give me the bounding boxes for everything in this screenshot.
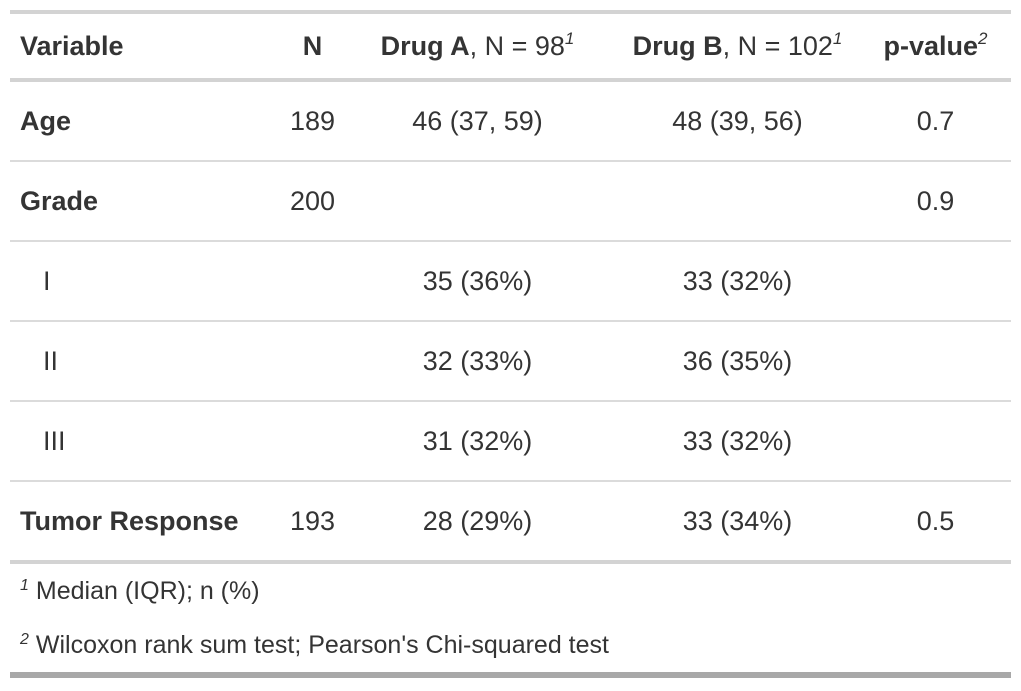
footnote-marker: 1 — [20, 577, 29, 594]
cell-drug-a: 28 (29%) — [422, 506, 533, 536]
cell-drug-a: 31 (32%) — [422, 426, 533, 456]
footnote-text: Wilcoxon rank sum test; Pearson's Chi-sq… — [35, 631, 609, 659]
cell-n — [285, 241, 340, 321]
cell-n: 189 — [289, 106, 336, 136]
row-label: Grade — [20, 186, 99, 216]
header-label: Variable — [20, 31, 124, 61]
table-row-grade-2: II 32 (33%) 36 (35%) — [10, 321, 1011, 401]
table-row-grade-3: III 31 (32%) 33 (32%) — [10, 401, 1011, 481]
cell-drug-a: 35 (36%) — [422, 266, 533, 296]
cell-p-value — [860, 401, 1011, 481]
footnote-text: Median (IQR); n (%) — [35, 577, 260, 605]
cell-drug-b: 48 (39, 56) — [672, 106, 803, 136]
cell-drug-a: 32 (33%) — [422, 346, 533, 376]
footnote-marker: 1 — [832, 29, 843, 48]
summary-table-container: Variable N Drug A, N = 981 Drug B, N = 1… — [10, 10, 1011, 678]
table-row-grade-1: I 35 (36%) 33 (32%) — [10, 241, 1011, 321]
cell-p-value — [860, 321, 1011, 401]
table-body: Age 189 46 (37, 59) 48 (39, 56) 0.7 Grad… — [10, 80, 1011, 562]
summary-table: Variable N Drug A, N = 981 Drug B, N = 1… — [10, 10, 1011, 678]
footnote-row: 2 Wilcoxon rank sum test; Pearson's Chi-s… — [10, 618, 1011, 675]
table-row-age: Age 189 46 (37, 59) 48 (39, 56) 0.7 — [10, 80, 1011, 161]
cell-drug-b: 33 (32%) — [682, 266, 793, 296]
column-header-drug-a: Drug A, N = 981 — [340, 12, 615, 80]
column-header-drug-b: Drug B, N = 1021 — [615, 12, 860, 80]
cell-p-value: 0.5 — [916, 506, 955, 536]
cell-n: 193 — [289, 506, 336, 536]
cell-n — [285, 401, 340, 481]
row-label: I — [43, 266, 51, 296]
table-row-grade: Grade 200 0.9 — [10, 161, 1011, 241]
cell-n: 200 — [289, 186, 336, 216]
footnote-marker: 2 — [978, 29, 988, 48]
footnote-marker: 1 — [564, 29, 575, 48]
header-label: N — [302, 31, 323, 61]
cell-drug-b: 33 (32%) — [682, 426, 793, 456]
cell-p-value — [860, 241, 1011, 321]
header-label: Drug A — [380, 31, 470, 61]
cell-p-value: 0.9 — [916, 186, 955, 216]
footnote-marker: 2 — [20, 631, 29, 648]
header-label: Drug B — [632, 31, 723, 61]
header-sublabel: , N = 98 — [469, 31, 565, 61]
cell-drug-b: 36 (35%) — [682, 346, 793, 376]
cell-p-value: 0.7 — [916, 106, 955, 136]
table-footnotes: 1 Median (IQR); n (%) 2 Wilcoxon rank sum … — [10, 562, 1011, 675]
cell-n — [285, 321, 340, 401]
cell-drug-b: 33 (34%) — [682, 506, 793, 536]
cell-drug-a: 46 (37, 59) — [412, 106, 543, 136]
cell-drug-b — [615, 161, 860, 241]
table-header: Variable N Drug A, N = 981 Drug B, N = 1… — [10, 12, 1011, 80]
header-row: Variable N Drug A, N = 981 Drug B, N = 1… — [10, 12, 1011, 80]
column-header-variable: Variable — [10, 12, 285, 80]
row-label: Age — [20, 106, 72, 136]
footnote-2: 2 Wilcoxon rank sum test; Pearson's Chi-s… — [10, 618, 1011, 675]
header-sublabel: , N = 102 — [722, 31, 833, 61]
row-label: II — [43, 346, 59, 376]
footnote-1: 1 Median (IQR); n (%) — [10, 562, 1011, 618]
column-header-p-value: p-value2 — [860, 12, 1011, 80]
header-label: p-value — [883, 31, 979, 61]
row-label: III — [43, 426, 66, 456]
footnote-row: 1 Median (IQR); n (%) — [10, 562, 1011, 618]
column-header-n: N — [285, 12, 340, 80]
cell-drug-a — [340, 161, 615, 241]
row-label: Tumor Response — [20, 506, 239, 536]
table-row-tumor-response: Tumor Response 193 28 (29%) 33 (34%) 0.5 — [10, 481, 1011, 562]
